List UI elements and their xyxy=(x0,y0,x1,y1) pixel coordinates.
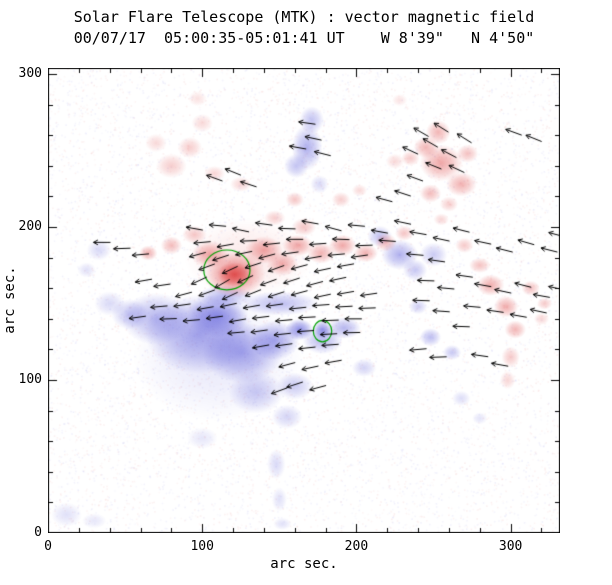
figure-title: Solar Flare Telescope (MTK) : vector mag… xyxy=(73,8,535,26)
x-tick-label: 0 xyxy=(44,539,52,554)
x-tick-label: 200 xyxy=(344,539,369,554)
x-tick-label: 300 xyxy=(498,539,523,554)
y-tick-label: 200 xyxy=(18,219,42,235)
y-tick-label: 0 xyxy=(34,525,42,540)
x-tick-label: 100 xyxy=(190,539,214,554)
y-tick-label: 100 xyxy=(18,372,42,388)
x-axis-label: arc sec. xyxy=(270,556,338,572)
magnetogram-plot-canvas xyxy=(48,68,560,533)
figure-subtitle: 00/07/17 05:00:35-05:01:41 UT W 8'39" N … xyxy=(73,29,535,47)
y-tick-label: 300 xyxy=(18,66,42,82)
y-axis-label: arc sec. xyxy=(2,266,18,334)
